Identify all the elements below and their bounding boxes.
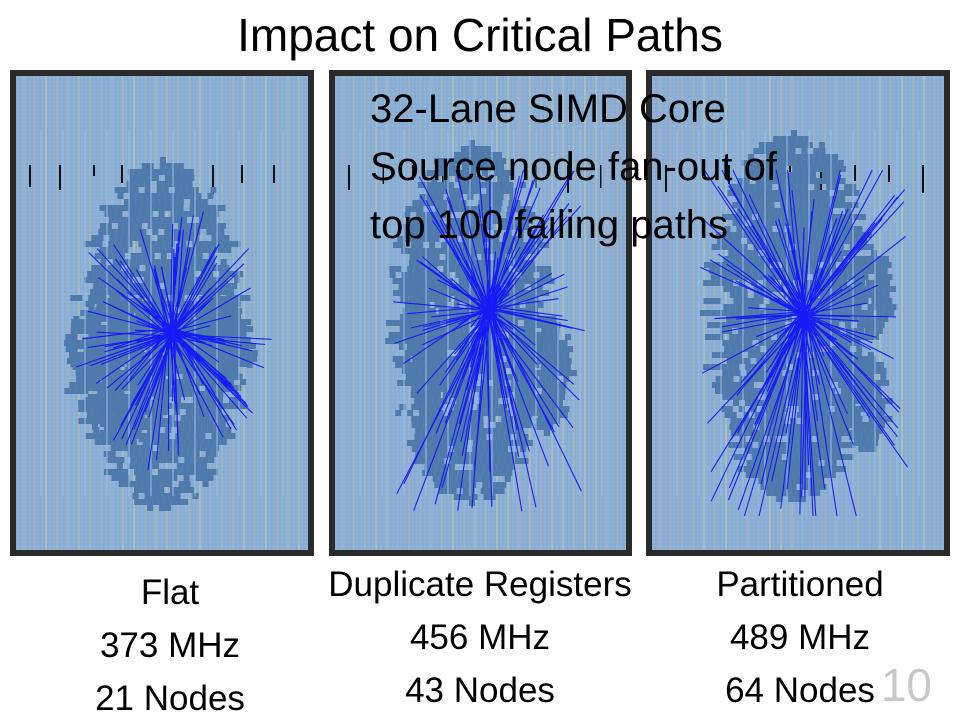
- slide-subtitle: 32-Lane SIMD Core Source node fan-out of…: [370, 80, 777, 254]
- subtitle-line: 32-Lane SIMD Core: [370, 80, 777, 138]
- slide-title: Impact on Critical Paths: [0, 8, 960, 62]
- caption-frequency: 456 MHz: [285, 611, 675, 664]
- caption-label: Partitioned: [680, 558, 920, 611]
- caption-label: Flat: [40, 566, 300, 619]
- subtitle-line: top 100 failing paths: [370, 196, 777, 254]
- caption-nodes: 43 Nodes: [285, 664, 675, 717]
- caption-frequency: 373 MHz: [40, 619, 300, 672]
- slide-number: 10: [881, 658, 932, 712]
- subtitle-line: Source node fan-out of: [370, 138, 777, 196]
- caption-frequency: 489 MHz: [680, 611, 920, 664]
- caption-nodes: 21 Nodes: [40, 672, 300, 725]
- caption-flat: Flat 373 MHz 21 Nodes: [40, 566, 300, 725]
- floorplan-image: [10, 70, 314, 556]
- caption-duplicate-registers: Duplicate Registers 456 MHz 43 Nodes: [285, 558, 675, 717]
- fpga-floorplan-flat: [10, 70, 314, 556]
- caption-label: Duplicate Registers: [285, 558, 675, 611]
